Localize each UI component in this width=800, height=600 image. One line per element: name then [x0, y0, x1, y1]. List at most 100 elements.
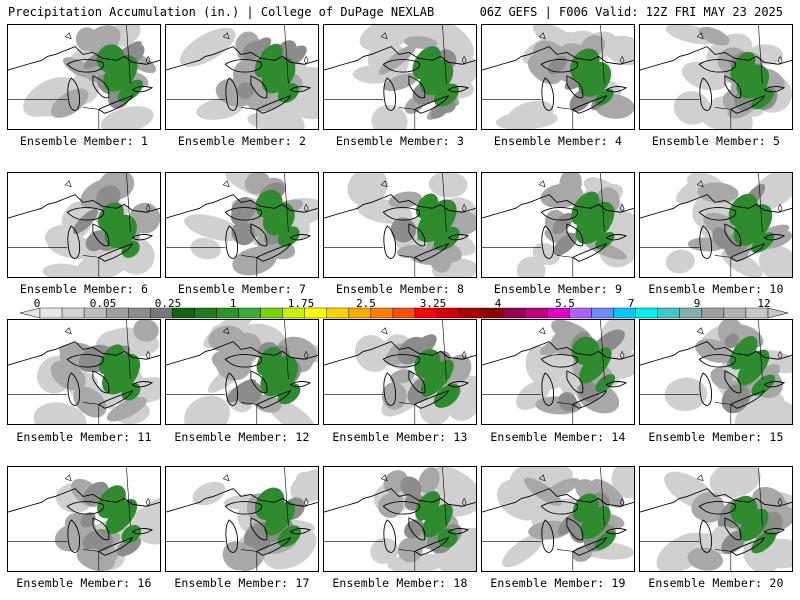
- lake-superior: [66, 207, 105, 221]
- ensemble-member-label: Ensemble Member: 2: [177, 134, 307, 148]
- colorbar-swatch: [701, 307, 725, 319]
- border-line: [8, 341, 160, 366]
- lake-michigan: [383, 519, 396, 553]
- island-outline: [64, 32, 72, 40]
- lake-huron: [250, 75, 268, 99]
- lake-superior: [382, 59, 421, 73]
- island-outline: [696, 474, 704, 482]
- lake-michigan: [225, 372, 238, 406]
- ensemble-member-label: Ensemble Member: 15: [648, 430, 784, 444]
- colorbar-swatch: [238, 307, 261, 319]
- lake-erie: [571, 242, 608, 262]
- state-line: [556, 549, 574, 571]
- ensemble-member-map: [323, 319, 477, 425]
- precip-contour: [383, 72, 419, 92]
- ensemble-member-label: Ensemble Member: 10: [648, 282, 784, 296]
- border-line: [166, 488, 318, 513]
- ensemble-member-map: [7, 319, 161, 425]
- lake-erie: [729, 242, 766, 262]
- lake-ontario: [763, 234, 786, 241]
- lake-superior: [382, 207, 421, 221]
- precip-contour: [231, 221, 255, 246]
- precip-contour: [595, 88, 614, 106]
- island-outline: [538, 474, 546, 482]
- lake-michigan: [541, 225, 554, 259]
- precip-map: [482, 25, 634, 129]
- precip-contour: [417, 199, 457, 243]
- province-line: [758, 467, 763, 526]
- precip-contour: [116, 536, 142, 557]
- state-line: [556, 107, 574, 129]
- lake-michigan: [699, 372, 712, 406]
- island-outline: [619, 497, 625, 507]
- state-line: [398, 255, 416, 277]
- ensemble-member-map: [165, 319, 319, 425]
- lake-superior: [540, 501, 579, 515]
- precip-contour: [428, 173, 468, 198]
- border-line: [8, 194, 160, 219]
- precip-contour: [104, 214, 137, 249]
- precip-contour: [724, 333, 739, 349]
- lake-erie: [97, 389, 134, 409]
- state-line: [714, 549, 732, 571]
- ensemble-member-label: Ensemble Member: 14: [490, 430, 626, 444]
- precip-contour: [751, 374, 776, 396]
- island-outline: [619, 203, 625, 213]
- precip-map: [8, 467, 160, 571]
- state-line: [398, 549, 416, 571]
- island-outline: [380, 327, 388, 335]
- ensemble-member-label: Ensemble Member: 19: [490, 576, 626, 590]
- lake-michigan: [541, 77, 554, 111]
- island-outline: [696, 180, 704, 188]
- precip-contour: [691, 492, 724, 521]
- lake-superior: [66, 59, 105, 73]
- island-outline: [64, 474, 72, 482]
- ensemble-member-label: Ensemble Member: 20: [648, 576, 784, 590]
- lake-ontario: [605, 86, 628, 93]
- lake-michigan: [67, 225, 80, 259]
- lake-michigan: [67, 519, 80, 553]
- lake-erie: [729, 389, 766, 409]
- border-line: [166, 341, 318, 366]
- colorbar-swatch: [458, 307, 482, 319]
- precip-contour: [208, 325, 245, 352]
- ensemble-member-map: [165, 466, 319, 572]
- precip-contour: [106, 396, 147, 422]
- lake-huron: [92, 75, 110, 99]
- lake-erie: [413, 242, 450, 262]
- island-outline: [303, 497, 309, 507]
- ensemble-member-label: Ensemble Member: 7: [177, 282, 307, 296]
- precip-contour: [449, 375, 476, 407]
- precip-contour: [579, 347, 612, 384]
- lake-huron: [724, 370, 742, 394]
- state-line: [556, 402, 574, 424]
- lake-ontario: [131, 234, 154, 241]
- precip-contour: [751, 232, 775, 253]
- state-line: [240, 549, 258, 571]
- state-line: [240, 255, 258, 277]
- lake-michigan: [383, 372, 396, 406]
- lake-michigan: [699, 77, 712, 111]
- lake-ontario: [289, 86, 312, 93]
- precip-contour: [436, 546, 476, 571]
- ensemble-member-map: [639, 172, 793, 278]
- lake-superior: [224, 354, 263, 368]
- precip-contour: [400, 476, 422, 499]
- border-line: [640, 341, 792, 366]
- precip-contour: [184, 395, 230, 424]
- border-line: [640, 194, 792, 219]
- ensemble-member-label: Ensemble Member: 1: [19, 134, 149, 148]
- lake-huron: [408, 75, 426, 99]
- precip-contour: [553, 232, 578, 256]
- ensemble-member-map: [323, 24, 477, 130]
- colorbar-tick-label: 0.25: [154, 297, 182, 310]
- colorbar-swatch: [525, 307, 548, 319]
- precip-contour: [447, 354, 472, 383]
- precip-contour: [738, 508, 769, 541]
- precip-map: [482, 320, 634, 424]
- lake-ontario: [605, 234, 628, 241]
- lake-erie: [571, 536, 608, 556]
- ensemble-member-label: Ensemble Member: 16: [16, 576, 152, 590]
- precip-contour: [709, 467, 761, 498]
- colorbar-tick-label: 1.75: [287, 297, 315, 310]
